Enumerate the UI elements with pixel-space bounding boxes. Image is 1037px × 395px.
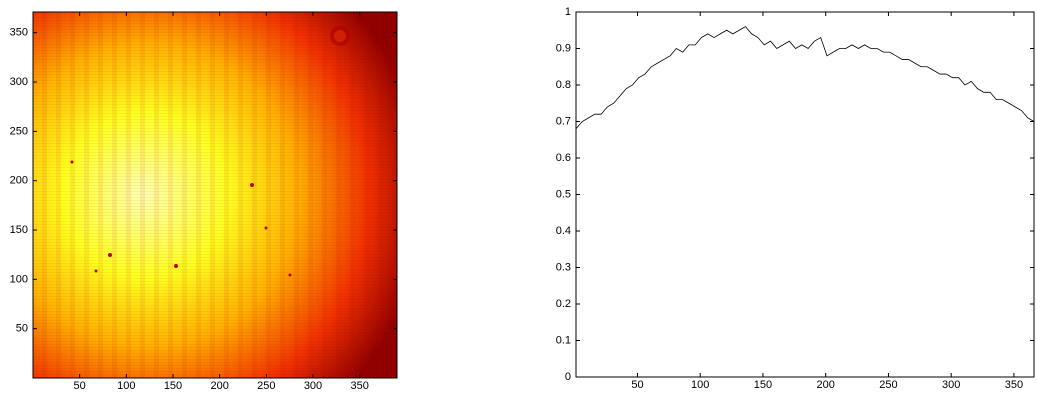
y-tick-label: 150	[10, 224, 28, 236]
y-tick-label: 50	[16, 323, 28, 335]
y-tick-label: 200	[10, 175, 28, 187]
y-tick-label: 0.4	[556, 225, 571, 237]
y-tick-label: 1	[565, 6, 571, 18]
y-tick-label: 0.1	[556, 334, 571, 346]
x-tick-label: 350	[1005, 379, 1023, 390]
x-tick-label: 200	[817, 379, 835, 390]
x-tick-label: 50	[74, 380, 86, 390]
y-tick-label: 0.7	[556, 115, 571, 127]
heatmap-image	[33, 12, 397, 378]
y-tick-label: 350	[10, 27, 28, 39]
x-tick-label: 300	[304, 380, 322, 390]
y-tick-label: 0.2	[556, 298, 571, 310]
x-tick-label: 100	[117, 380, 135, 390]
x-tick-label: 350	[350, 380, 368, 390]
x-tick-label: 150	[164, 380, 182, 390]
y-tick-label: 0.8	[556, 79, 571, 91]
y-tick-label: 100	[10, 273, 28, 285]
y-tick-label: 0.9	[556, 42, 571, 54]
y-tick-label: 0.6	[556, 152, 571, 164]
y-tick-label: 250	[10, 125, 28, 137]
line-series	[575, 26, 1035, 130]
axes-frame	[575, 11, 1035, 378]
x-tick-label: 300	[942, 379, 960, 390]
y-tick-label: 300	[10, 76, 28, 88]
y-tick-label: 0.3	[556, 261, 571, 273]
x-tick-label: 250	[879, 379, 897, 390]
y-tick-label: 0	[565, 371, 571, 383]
x-tick-label: 200	[210, 380, 228, 390]
x-tick-label: 100	[691, 379, 709, 390]
x-tick-label: 250	[257, 380, 275, 390]
axes-frame	[32, 11, 398, 379]
y-tick-label: 0.5	[556, 188, 571, 200]
x-tick-label: 50	[631, 379, 643, 390]
x-tick-label: 150	[754, 379, 772, 390]
